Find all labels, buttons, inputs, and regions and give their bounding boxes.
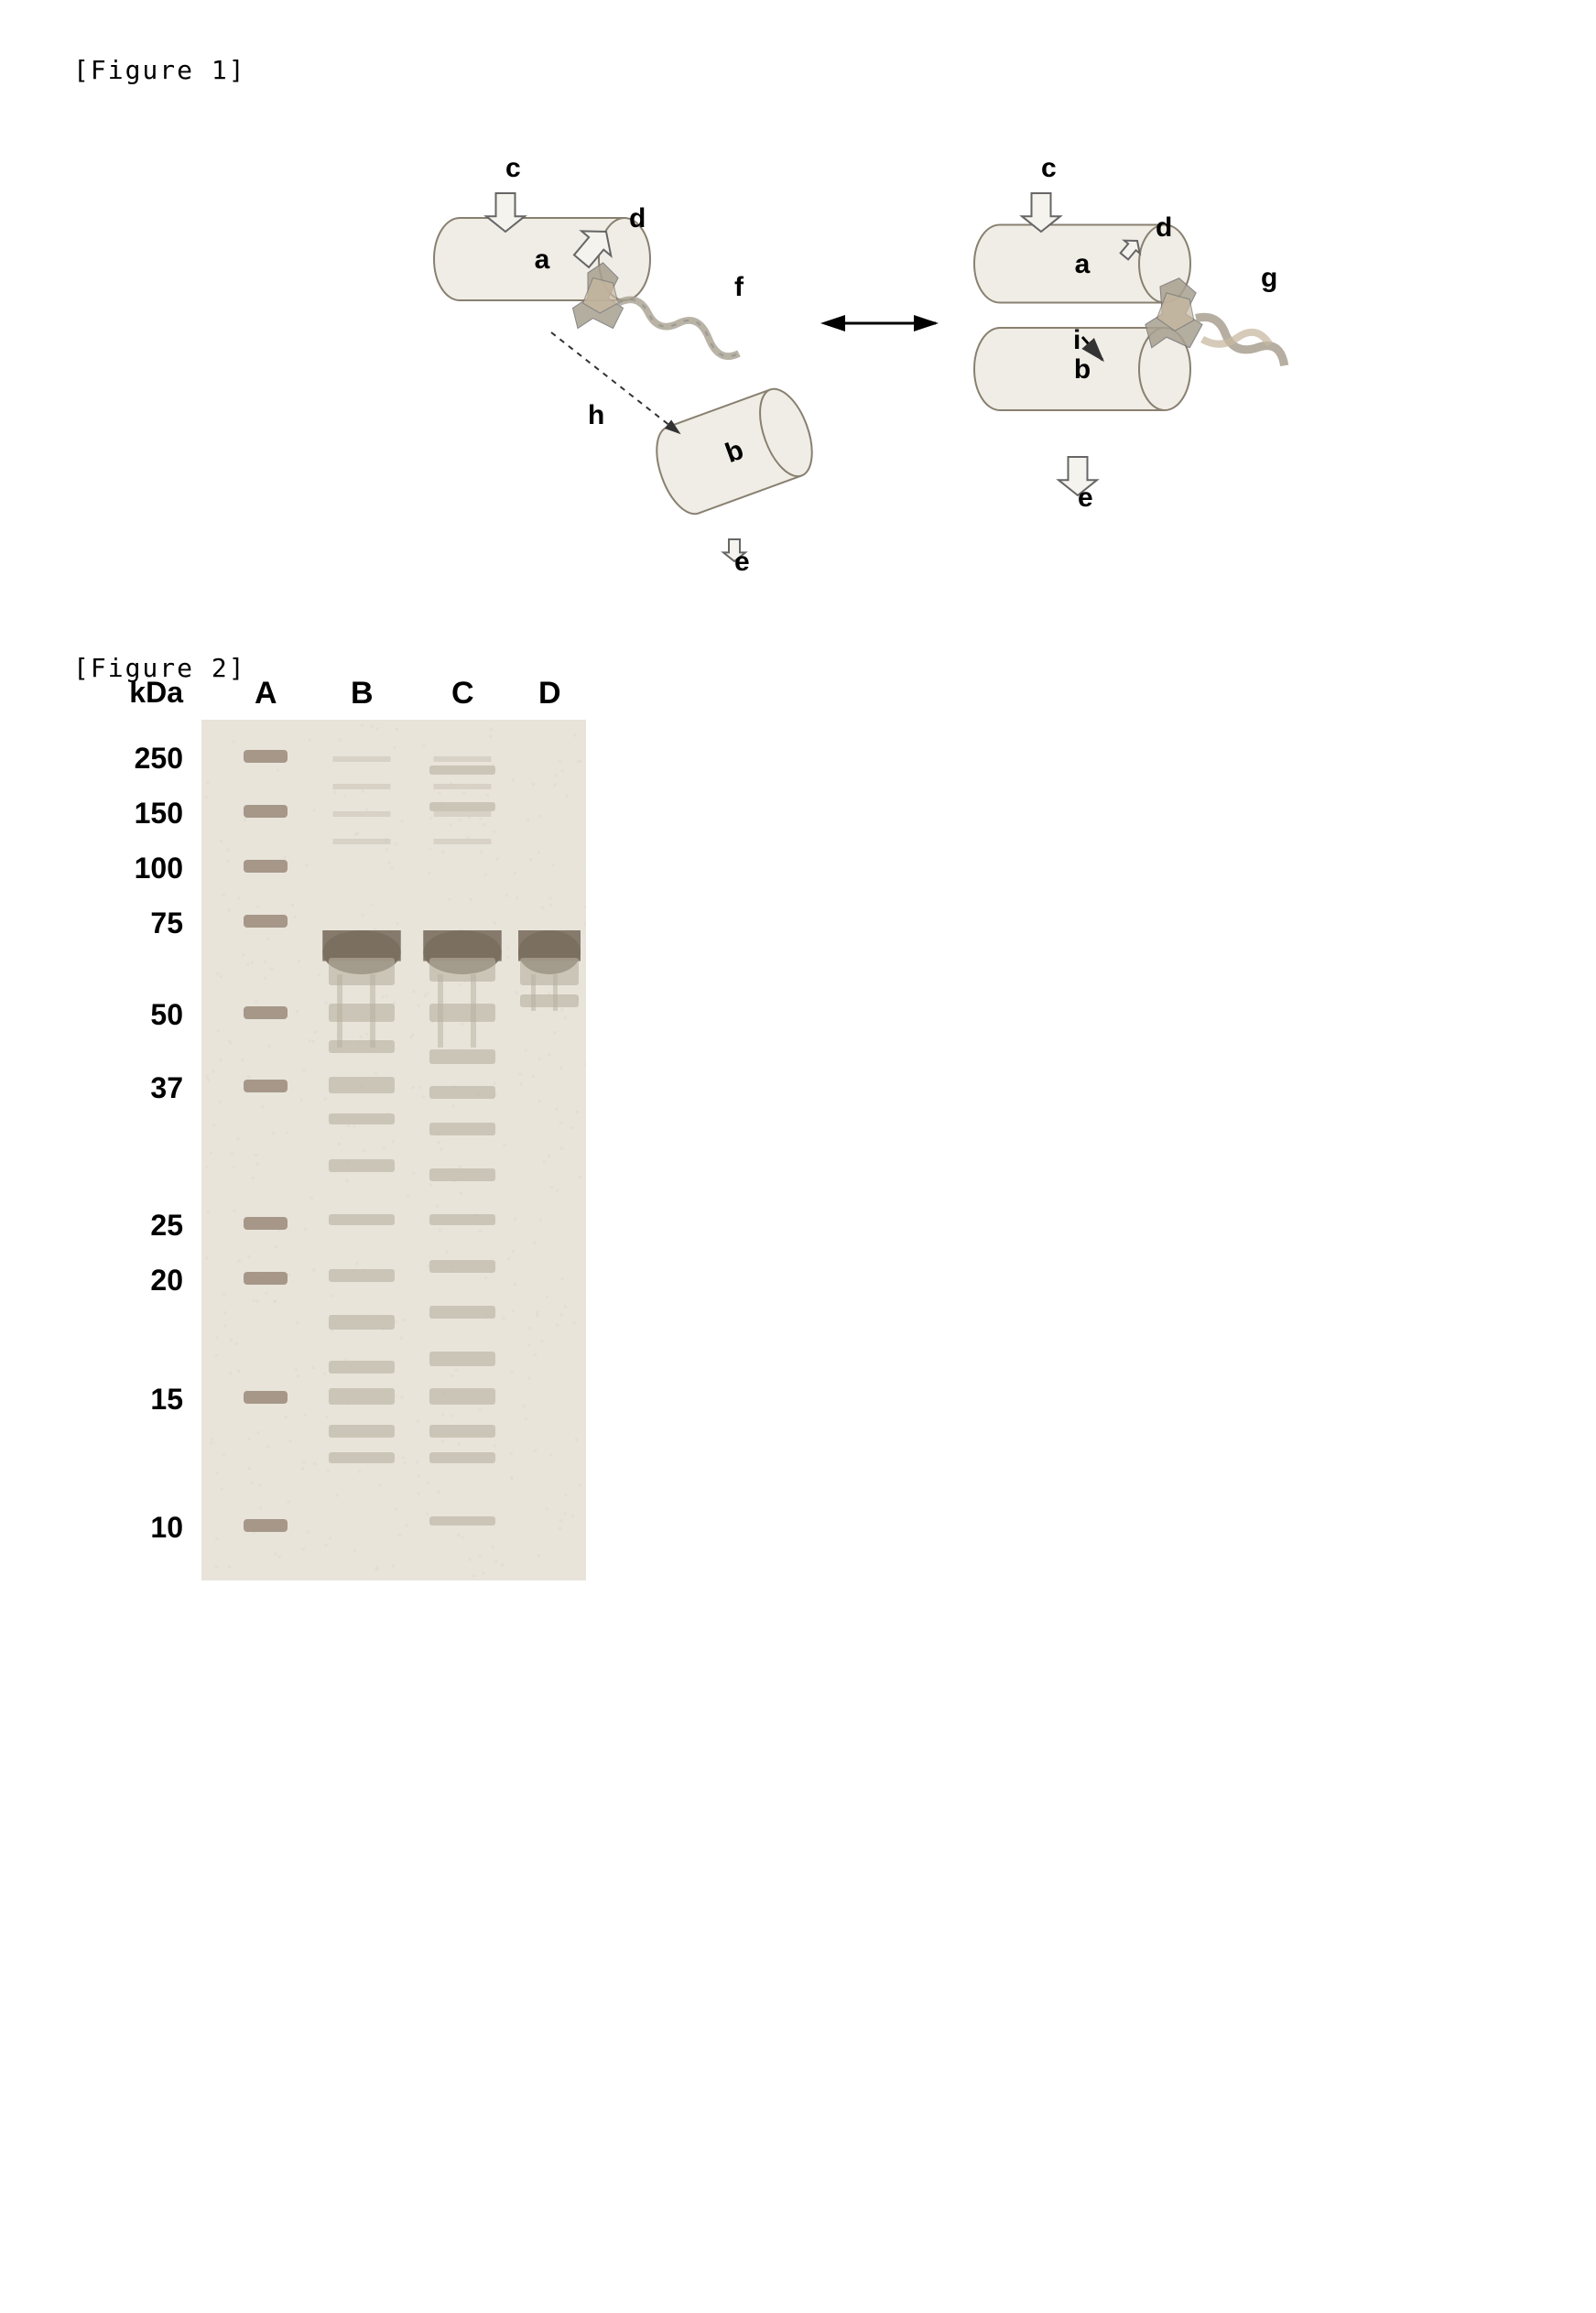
lane-header: C (451, 676, 474, 711)
lane-header: B (351, 676, 374, 711)
kda-value: 150 (135, 797, 183, 831)
svg-text:a: a (534, 244, 549, 275)
lane-header: A (255, 676, 277, 711)
kda-value: 10 (150, 1511, 183, 1545)
kda-value: 50 (150, 998, 183, 1032)
figure-1-diagram: a b cdefh a b cdegi (295, 122, 1302, 580)
figure-1-label: [Figure 1] (73, 55, 1523, 85)
kda-value: 15 (150, 1383, 183, 1417)
svg-text:a: a (1074, 249, 1090, 279)
kda-value: 75 (150, 907, 183, 940)
kda-header: kDa (129, 676, 183, 710)
kda-column: kDa25015010075503725201510 (110, 720, 183, 1580)
kda-value: 250 (135, 742, 183, 776)
kda-value: 20 (150, 1264, 183, 1298)
svg-text:d: d (1156, 212, 1172, 243)
figure-2-container: [Figure 2] kDa25015010075503725201510 AB… (73, 653, 1523, 1585)
svg-text:c: c (505, 153, 521, 183)
svg-text:e: e (1078, 483, 1093, 513)
svg-text:f: f (734, 272, 744, 302)
figure-2-label: [Figure 2] (73, 653, 1523, 683)
svg-text:d: d (629, 203, 646, 233)
figure-1-container: [Figure 1] a b c d e f h a (73, 55, 1523, 580)
lane-header: D (538, 676, 561, 711)
svg-text:h: h (588, 400, 604, 430)
svg-text:c: c (1041, 153, 1057, 183)
kda-value: 25 (150, 1209, 183, 1243)
gel-area: ABCD (201, 720, 586, 1585)
svg-text:g: g (1261, 263, 1277, 293)
kda-value: 100 (135, 852, 183, 885)
kda-value: 37 (150, 1071, 183, 1105)
svg-text:i: i (1073, 325, 1080, 355)
gel-image (201, 720, 586, 1580)
figure-2-wrap: kDa25015010075503725201510 ABCD (110, 720, 1523, 1585)
svg-text:e: e (734, 547, 750, 577)
svg-text:b: b (1073, 354, 1090, 385)
